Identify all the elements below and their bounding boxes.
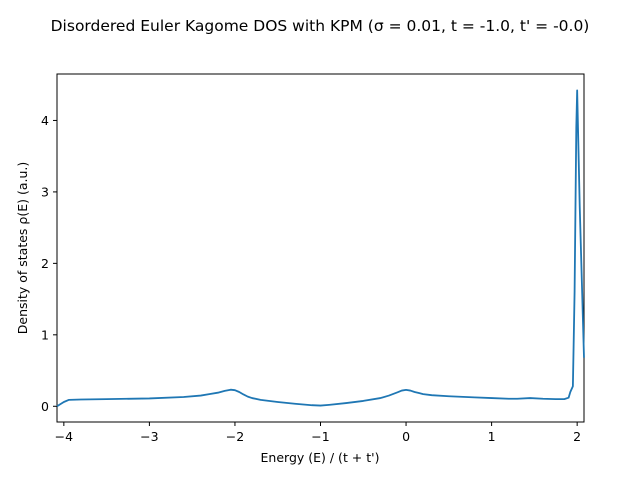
y-axis-label: Density of states ρ(E) (a.u.): [15, 162, 30, 335]
x-tick-label: 2: [573, 429, 581, 444]
dos-line: [56, 89, 585, 408]
y-tick-label: 2: [41, 256, 49, 271]
x-tick-label: −3: [140, 429, 158, 444]
x-axis: −4 −3 −2 −1 0 1 2: [55, 422, 581, 444]
x-tick-label: 0: [402, 429, 410, 444]
plot-frame: [56, 73, 585, 423]
y-tick-label: 1: [41, 327, 49, 342]
y-tick-label: 3: [41, 184, 49, 199]
x-tick-label: −1: [311, 429, 329, 444]
x-tick-label: 1: [488, 429, 496, 444]
y-tick-label: 0: [41, 399, 49, 414]
y-axis: 0 1 2 3 4: [41, 113, 57, 414]
x-tick-label: −4: [55, 429, 73, 444]
series-layer: [56, 89, 585, 408]
chart-title: Disordered Euler Kagome DOS with KPM (σ …: [51, 17, 590, 35]
x-tick-label: −2: [226, 429, 244, 444]
y-tick-label: 4: [41, 113, 49, 128]
x-axis-label: Energy (E) / (t + t'): [261, 450, 380, 465]
